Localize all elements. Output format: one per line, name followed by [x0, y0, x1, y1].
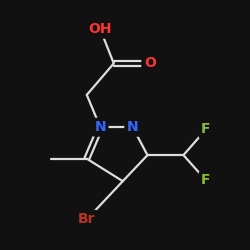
Text: F: F	[201, 122, 211, 136]
Text: F: F	[201, 173, 211, 187]
Text: F: F	[201, 122, 211, 136]
Text: Br: Br	[78, 212, 96, 226]
Text: Br: Br	[78, 212, 96, 226]
Text: N: N	[94, 120, 106, 134]
Text: OH: OH	[88, 22, 112, 36]
Text: F: F	[201, 173, 211, 187]
Text: N: N	[127, 120, 138, 134]
Text: OH: OH	[88, 22, 112, 36]
Text: O: O	[144, 56, 156, 70]
Text: N: N	[94, 120, 106, 134]
Text: N: N	[127, 120, 138, 134]
Text: O: O	[144, 56, 156, 70]
